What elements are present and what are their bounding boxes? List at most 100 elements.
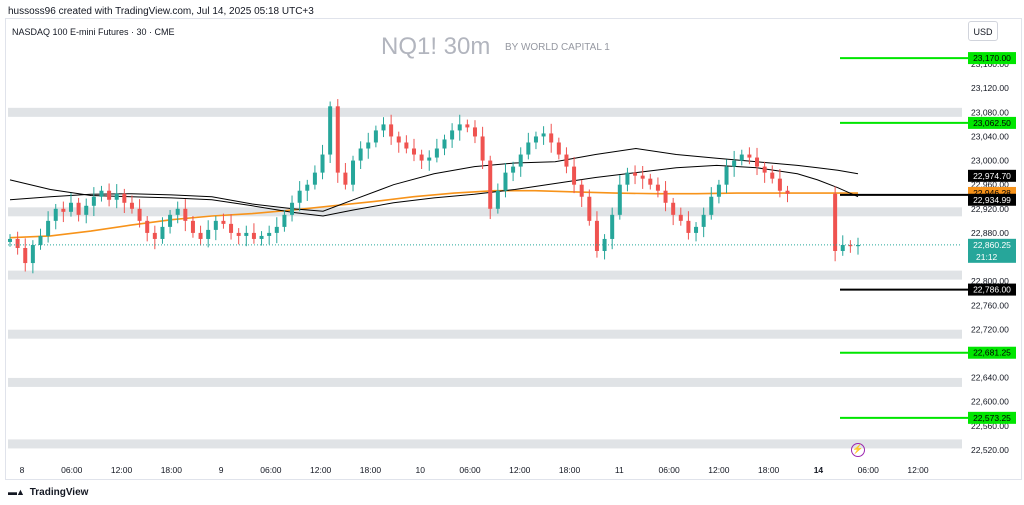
candle-body (511, 166, 516, 173)
y-tick-label: 22,520.00 (971, 445, 1009, 455)
x-tick-label: 18:00 (360, 465, 382, 475)
axis-price-badge (968, 193, 1016, 206)
y-tick-label: 22,920.00 (971, 204, 1009, 214)
candle-body (686, 220, 691, 233)
candle-body (572, 166, 577, 185)
candle-body (190, 220, 195, 233)
candle-body (709, 196, 714, 215)
candle-body (175, 208, 180, 215)
x-tick-label: 9 (219, 465, 224, 475)
tradingview-logo-icon: ▬▲ (8, 487, 25, 497)
y-tick-label: 22,800.00 (971, 276, 1009, 286)
candle-body (457, 124, 462, 131)
candle-body (297, 190, 302, 203)
candle-body (533, 136, 538, 143)
currency-button[interactable]: USD (968, 21, 998, 41)
candle-body (434, 148, 439, 158)
axis-price-badge-label: 22,974.70 (973, 171, 1011, 181)
candle-body (145, 220, 150, 233)
candle-body (236, 232, 241, 236)
candle-body (282, 214, 287, 227)
chart-frame (5, 18, 1022, 480)
candle-body (15, 238, 20, 248)
x-tick-label: 12:00 (310, 465, 332, 475)
y-tick-label: 22,960.00 (971, 180, 1009, 190)
current-price-label: 22,860.25 (973, 240, 1011, 250)
tradingview-brand[interactable]: ▬▲ TradingView (8, 487, 88, 498)
candle-body (267, 232, 272, 236)
support-zone (8, 207, 962, 217)
x-tick-label: 10 (415, 465, 425, 475)
candle-body (549, 133, 554, 143)
chart-watermark-title: NQ1! 30m (381, 33, 491, 60)
candle-body (747, 154, 752, 158)
candle-body (23, 247, 28, 264)
candle-body (366, 142, 371, 149)
candle-body (694, 226, 699, 233)
candle-body (856, 244, 860, 247)
candle-body (541, 133, 546, 137)
candle-body (68, 202, 73, 212)
x-tick-label: 12:00 (509, 465, 531, 475)
candle-body (122, 193, 127, 203)
x-tick-label: 06:00 (61, 465, 83, 475)
candle-body (168, 214, 173, 227)
candle-body (594, 220, 599, 251)
candle-body (465, 124, 470, 128)
candle-body (84, 205, 89, 215)
support-zone (8, 329, 962, 339)
axis-price-badge-label: 22,946.28 (973, 188, 1011, 198)
candle-body (38, 235, 43, 245)
candle-body (833, 193, 838, 251)
y-tick-label: 22,640.00 (971, 373, 1009, 383)
x-tick-label: 18:00 (161, 465, 183, 475)
y-tick-label: 23,120.00 (971, 83, 1009, 93)
candle-body (412, 148, 416, 155)
candle-body (739, 154, 744, 161)
candle-body (244, 232, 249, 236)
candle-body (76, 202, 81, 215)
candle-body (61, 208, 66, 212)
candle-body (785, 190, 790, 194)
lightning-icon[interactable]: ⚡ (851, 443, 865, 457)
candle-body (564, 154, 569, 167)
candle-body (381, 124, 386, 131)
support-zone (8, 377, 962, 387)
candle-body (617, 184, 622, 215)
candle-body (848, 244, 853, 247)
candle-body (419, 154, 424, 161)
price-level-label: 22,786.00 (973, 285, 1011, 295)
candle-body (770, 172, 775, 179)
candle-body (518, 154, 523, 167)
candle-body (389, 124, 394, 137)
x-tick-label: 18:00 (559, 465, 581, 475)
candle-body (137, 208, 142, 221)
candle-body (442, 139, 447, 149)
candle-body (587, 196, 592, 221)
y-tick-label: 23,040.00 (971, 131, 1009, 141)
candle-body (30, 244, 35, 264)
candle-body (396, 136, 401, 143)
candle-body (46, 220, 51, 236)
candle-body (213, 220, 218, 230)
candle-body (762, 166, 767, 173)
candle-body (640, 175, 645, 179)
tradingview-brand-label: TradingView (29, 487, 89, 498)
candle-body (358, 148, 363, 161)
y-tick-label: 23,160.00 (971, 59, 1009, 69)
attribution-text: hussoss96 created with TradingView.com, … (8, 6, 314, 17)
y-tick-label: 22,760.00 (971, 300, 1009, 310)
symbol-description[interactable]: NASDAQ 100 E-mini Futures · 30 · CME (12, 27, 175, 37)
y-tick-label: 22,880.00 (971, 228, 1009, 238)
candle-body (328, 106, 333, 155)
axis-price-badge (968, 169, 1016, 182)
candle-body (114, 193, 119, 200)
candle-body (373, 130, 378, 143)
candle-body (724, 166, 729, 185)
x-tick-label: 06:00 (858, 465, 880, 475)
candle-body (221, 220, 226, 224)
candle-body (305, 184, 310, 191)
x-tick-label: 18:00 (758, 465, 780, 475)
candle-body (335, 106, 340, 173)
